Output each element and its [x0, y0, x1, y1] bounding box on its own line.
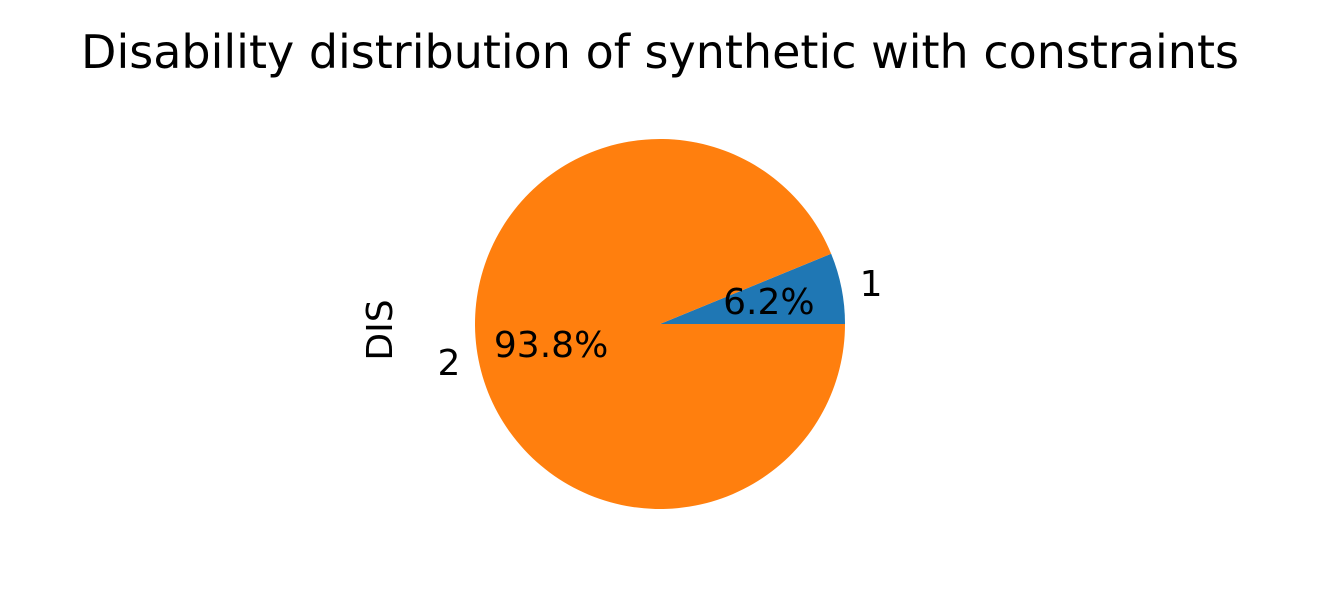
slice-percent-label-2: 93.8%: [494, 325, 608, 366]
slice-percent-label-1: 6.2%: [723, 282, 814, 323]
pie-slice-1: [660, 253, 845, 324]
pie-slice-2: [475, 139, 845, 510]
slice-category-label-1: 1: [860, 264, 883, 305]
pie-labels: 1 6.2% 2 93.8%: [437, 264, 882, 384]
y-axis-label: DIS: [360, 299, 401, 360]
slice-category-label-2: 2: [437, 343, 460, 384]
pie-slices: [475, 139, 845, 510]
chart-title: Disability distribution of synthetic wit…: [81, 25, 1239, 79]
